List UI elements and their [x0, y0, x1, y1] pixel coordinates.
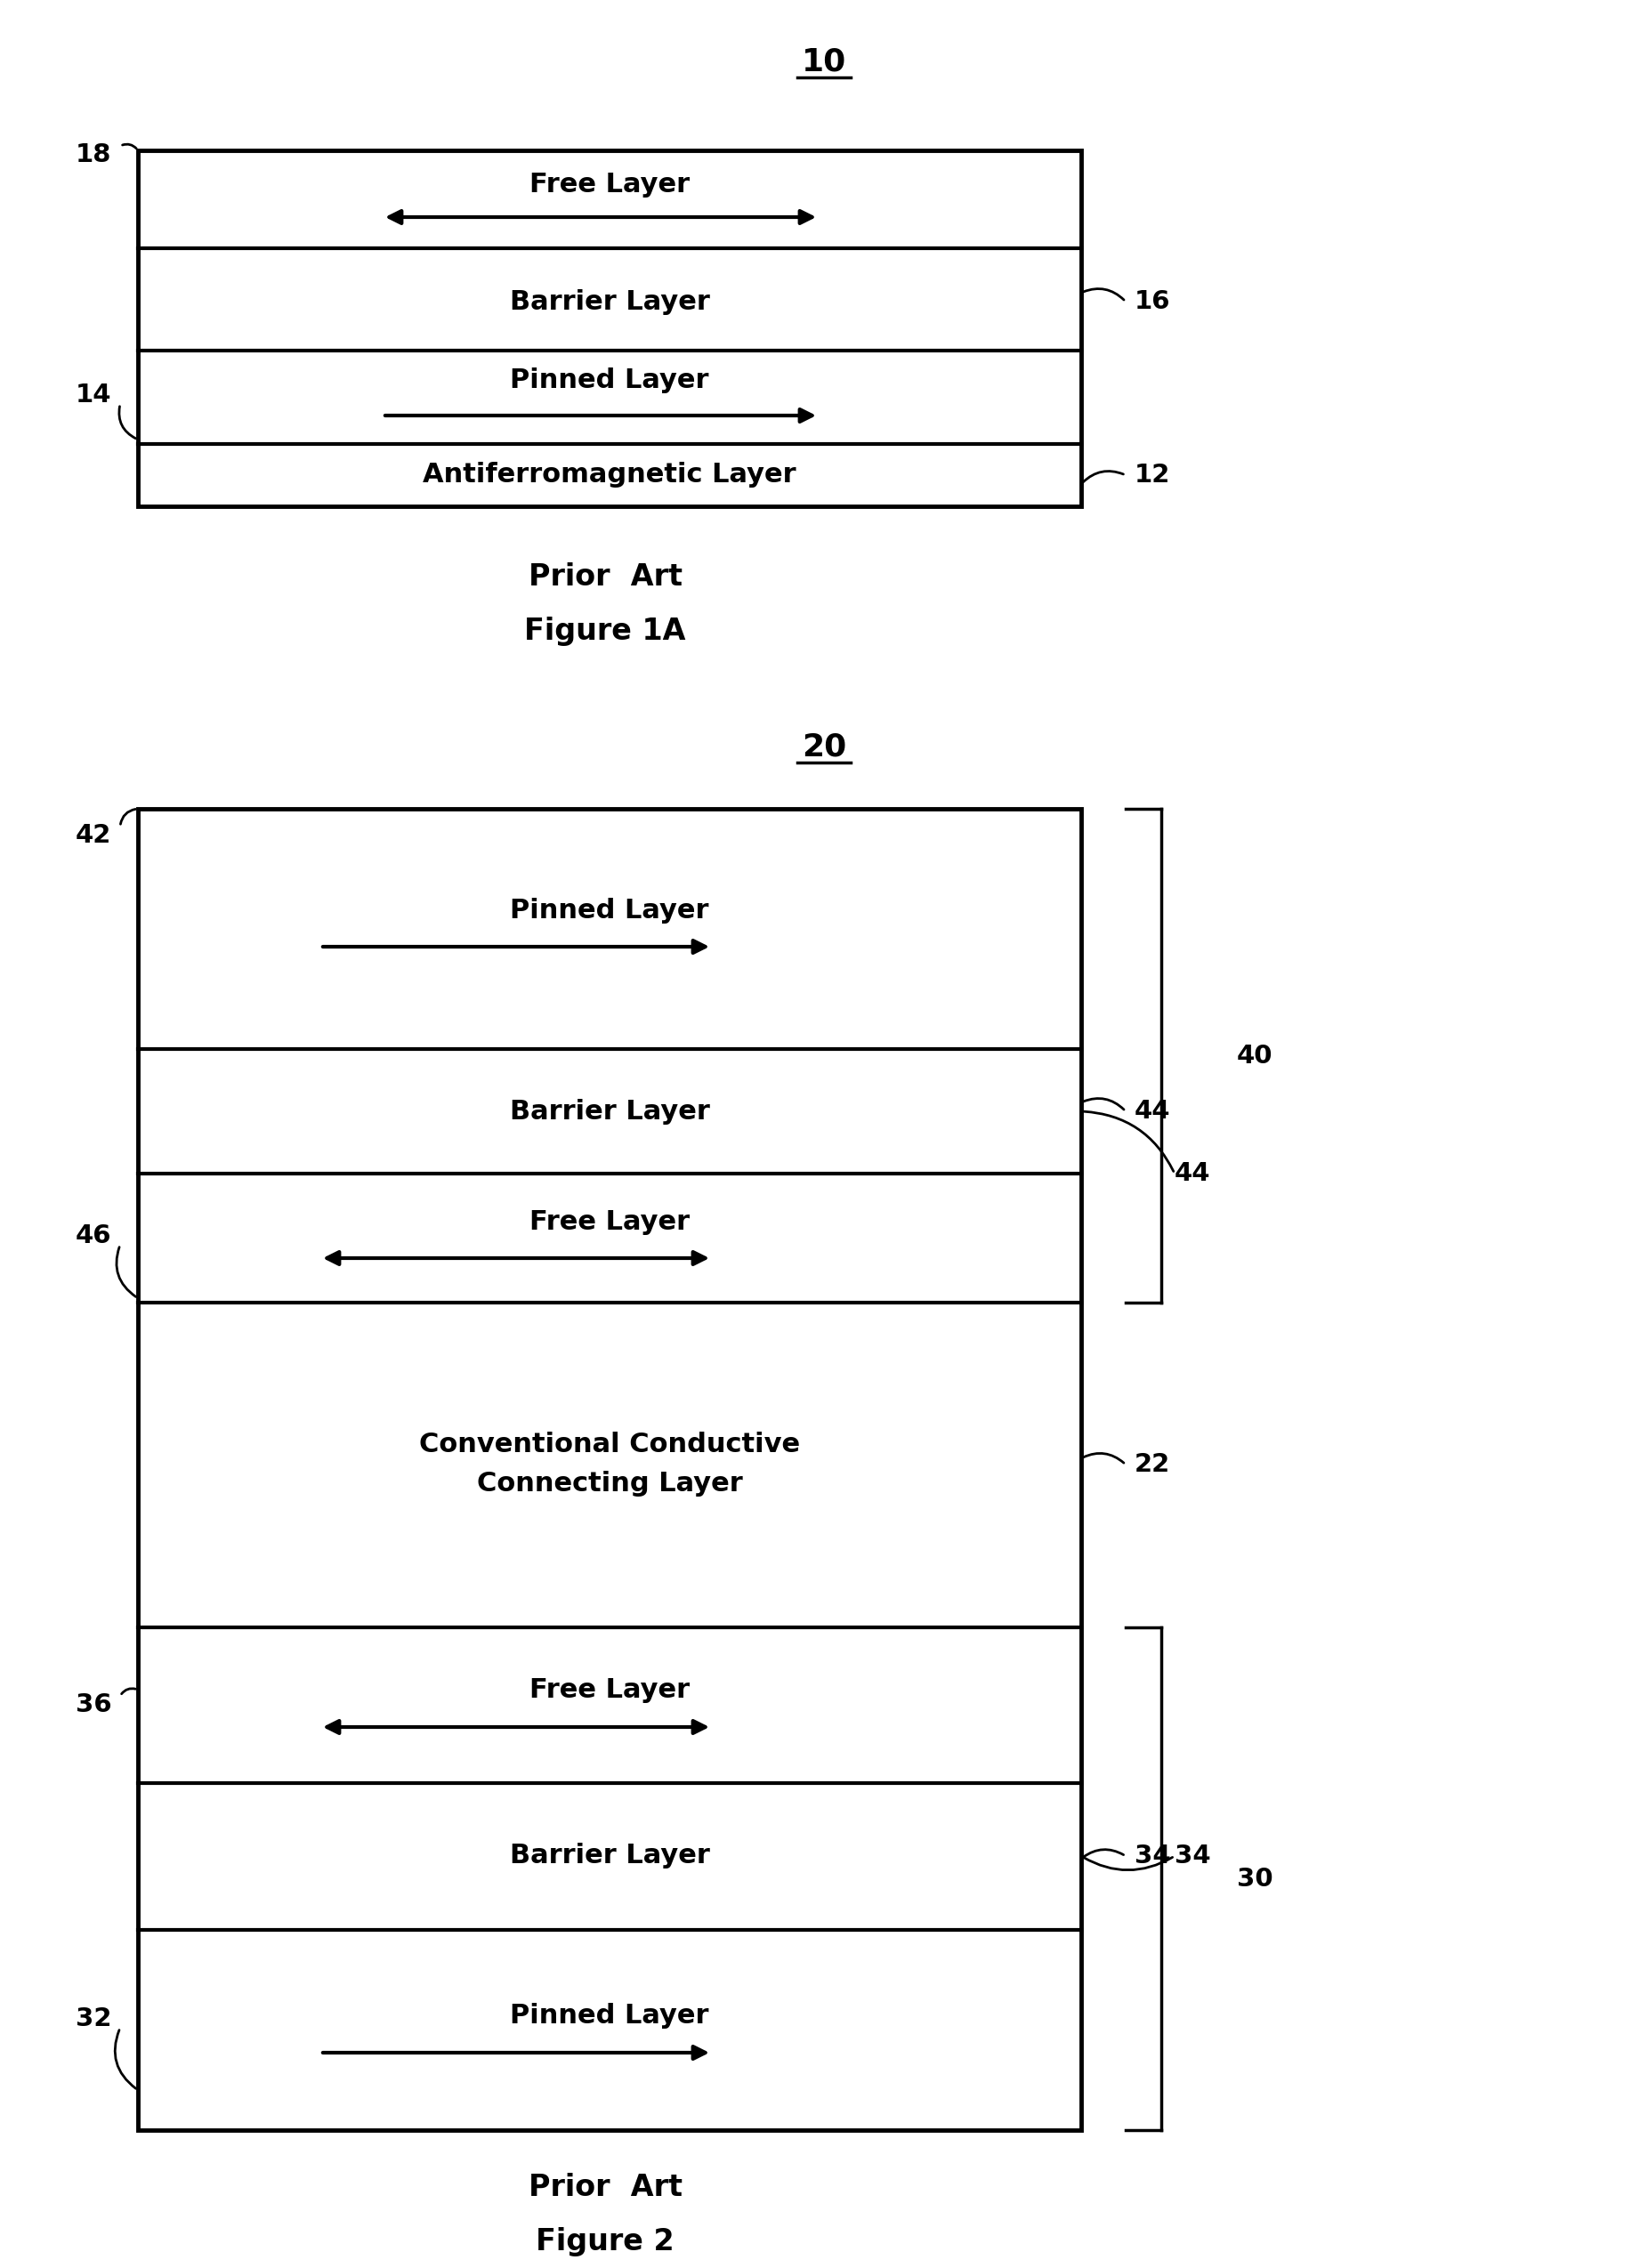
Bar [138, 150, 1081, 506]
Text: Free Layer: Free Layer [529, 1678, 691, 1703]
Text: Barrier Layer: Barrier Layer [509, 1844, 710, 1869]
Text: Pinned Layer: Pinned Layer [511, 2003, 709, 2028]
Text: 44: 44 [1175, 1161, 1210, 1186]
Text: Prior  Art: Prior Art [527, 2173, 682, 2202]
Text: Free Layer: Free Layer [529, 1209, 691, 1234]
Text: 22: 22 [1134, 1452, 1170, 1476]
Text: Figure 1A: Figure 1A [524, 617, 686, 646]
Text: 30: 30 [1236, 1867, 1272, 1892]
Text: 18: 18 [76, 143, 112, 168]
Text: Barrier Layer: Barrier Layer [509, 288, 710, 315]
Text: 10: 10 [801, 45, 847, 77]
Text: 20: 20 [801, 730, 847, 762]
Text: Connecting Layer: Connecting Layer [476, 1472, 743, 1497]
Text: Prior  Art: Prior Art [527, 562, 682, 592]
Text: 34: 34 [1134, 1844, 1170, 1869]
Text: 42: 42 [76, 823, 112, 848]
Text: Pinned Layer: Pinned Layer [511, 367, 709, 395]
Text: 32: 32 [76, 2007, 112, 2032]
Text: Antiferromagnetic Layer: Antiferromagnetic Layer [424, 463, 796, 488]
Text: 16: 16 [1134, 290, 1170, 313]
Text: Free Layer: Free Layer [529, 172, 691, 197]
Text: Barrier Layer: Barrier Layer [509, 1098, 710, 1125]
Text: 36: 36 [76, 1692, 112, 1717]
Bar [138, 810, 1081, 2130]
Text: 46: 46 [76, 1222, 112, 1247]
Text: 44: 44 [1134, 1100, 1170, 1123]
Text: 12: 12 [1134, 463, 1170, 488]
Text: 14: 14 [76, 383, 112, 408]
Text: 40: 40 [1236, 1043, 1272, 1068]
Text: Pinned Layer: Pinned Layer [511, 898, 709, 923]
Text: 34: 34 [1175, 1844, 1211, 1869]
Text: Conventional Conductive: Conventional Conductive [419, 1431, 799, 1458]
Text: Figure 2: Figure 2 [536, 2227, 674, 2257]
